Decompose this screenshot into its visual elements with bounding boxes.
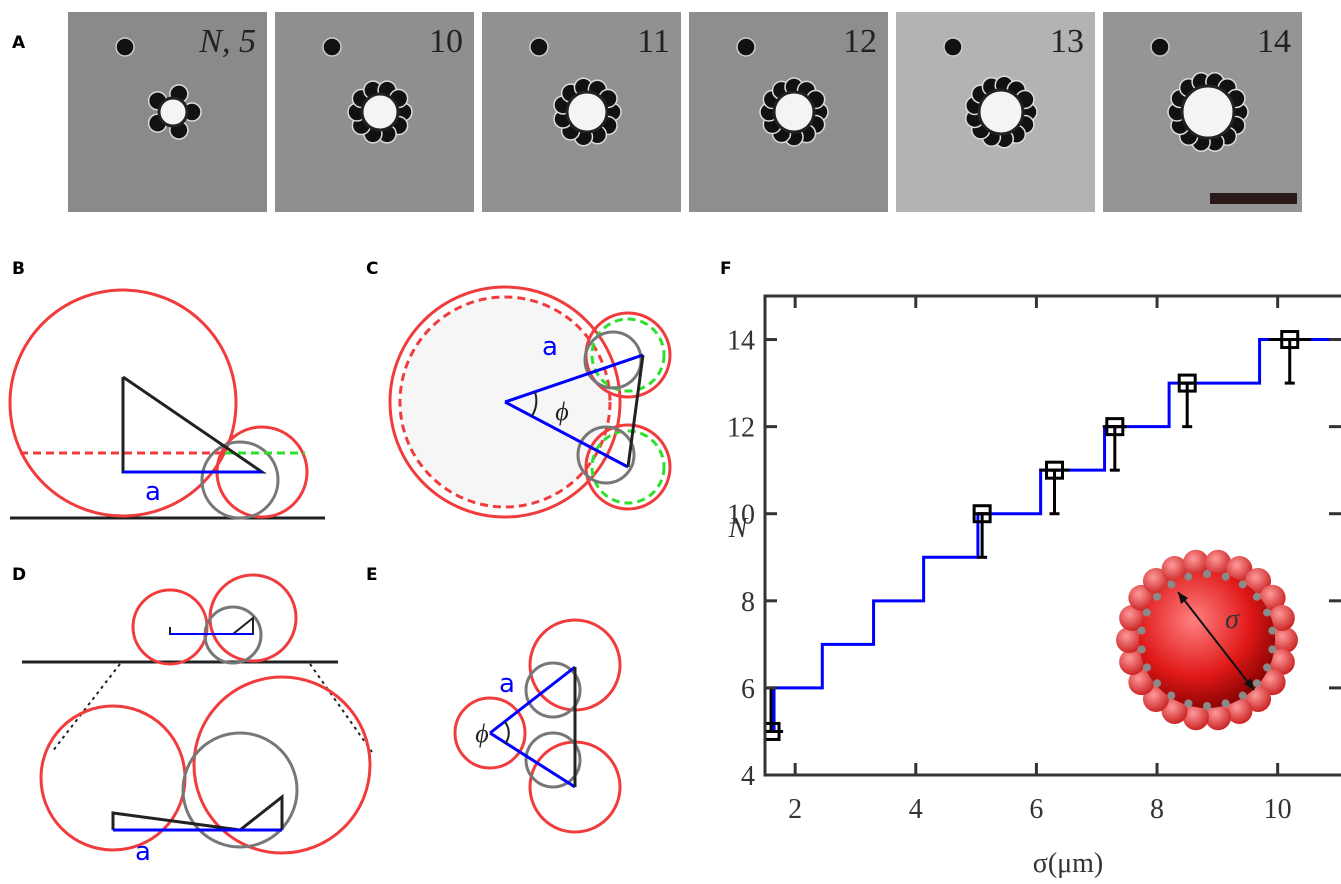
micrograph-label: 12 bbox=[843, 23, 877, 60]
scale-bar bbox=[1210, 193, 1297, 204]
y-tick-label: 8 bbox=[741, 587, 755, 618]
inset-label: σ bbox=[1225, 604, 1240, 635]
bead bbox=[1203, 702, 1211, 710]
x-axis-label: σ(μm) bbox=[1033, 848, 1104, 879]
bead bbox=[1203, 570, 1211, 578]
bead bbox=[1143, 609, 1151, 617]
bead bbox=[1153, 679, 1161, 687]
big-sphere bbox=[1139, 572, 1275, 708]
micrograph: 11 bbox=[482, 12, 681, 212]
label-a: a bbox=[542, 332, 558, 362]
y-axis-label: N bbox=[728, 513, 749, 544]
bead bbox=[1167, 580, 1175, 588]
bead bbox=[1263, 663, 1271, 671]
x-tick-label: 10 bbox=[1264, 794, 1292, 825]
panel-label: D bbox=[12, 565, 26, 585]
bead bbox=[1167, 692, 1175, 700]
micrograph-label: 13 bbox=[1050, 23, 1084, 60]
y-tick-label: 4 bbox=[741, 761, 755, 792]
bead bbox=[1184, 573, 1192, 581]
diagram-c bbox=[390, 287, 670, 517]
droplet bbox=[567, 92, 607, 132]
particle bbox=[323, 38, 341, 56]
bead bbox=[1138, 627, 1146, 635]
micrograph: 13 bbox=[896, 12, 1095, 212]
micrograph-label: 14 bbox=[1257, 23, 1291, 60]
label-a: a bbox=[145, 477, 161, 507]
y-tick-label: 6 bbox=[741, 674, 755, 705]
bead bbox=[1222, 573, 1230, 581]
particle bbox=[944, 38, 962, 56]
bead bbox=[1253, 679, 1261, 687]
diagram-b bbox=[10, 290, 325, 518]
diagram-d bbox=[22, 575, 372, 853]
x-tick-label: 6 bbox=[1029, 794, 1043, 825]
panel-label: F bbox=[720, 259, 732, 279]
droplet bbox=[362, 94, 398, 130]
bead bbox=[1268, 645, 1276, 653]
y-tick-label: 12 bbox=[727, 413, 755, 444]
x-tick-label: 8 bbox=[1150, 794, 1164, 825]
particle bbox=[530, 38, 548, 56]
x-tick-label: 4 bbox=[909, 794, 923, 825]
bead bbox=[1253, 593, 1261, 601]
bead bbox=[1184, 699, 1192, 707]
label-a: a bbox=[499, 669, 515, 699]
bead bbox=[1263, 609, 1271, 617]
droplet bbox=[159, 98, 187, 126]
micrograph: N, 5 bbox=[68, 12, 267, 212]
label-phi: ϕ bbox=[555, 397, 568, 426]
panel-label: B bbox=[12, 259, 25, 279]
particle bbox=[737, 38, 755, 56]
panel-label: E bbox=[366, 565, 378, 585]
micrograph-label: N, 5 bbox=[198, 23, 256, 60]
bead bbox=[1239, 580, 1247, 588]
droplet bbox=[774, 92, 814, 132]
figure: N, 5 10 11 12 13 14 a a ϕ a a ϕ A B C D E F 4 6 8 10 1… bbox=[0, 0, 1341, 884]
micrograph-label: 10 bbox=[429, 23, 463, 60]
panel-label: A bbox=[12, 33, 26, 53]
bead bbox=[1239, 692, 1247, 700]
bead bbox=[1138, 645, 1146, 653]
label-a: a bbox=[135, 837, 151, 867]
micrograph: 10 bbox=[275, 12, 474, 212]
panel-label: C bbox=[366, 259, 378, 279]
bead bbox=[1153, 593, 1161, 601]
y-tick-label: 14 bbox=[727, 326, 755, 357]
droplet bbox=[1182, 86, 1234, 138]
bead bbox=[1143, 663, 1151, 671]
x-tick-label: 2 bbox=[788, 794, 802, 825]
particle bbox=[116, 38, 134, 56]
micrograph-label: 11 bbox=[637, 23, 670, 60]
inset: σ bbox=[1116, 550, 1298, 730]
micrographs: N, 5 10 11 12 13 14 bbox=[68, 12, 1302, 212]
label-phi: ϕ bbox=[475, 719, 488, 748]
bead bbox=[1268, 627, 1276, 635]
droplet bbox=[979, 90, 1023, 134]
bead bbox=[1222, 699, 1230, 707]
micrograph: 14 bbox=[1103, 12, 1302, 212]
particle bbox=[1151, 38, 1169, 56]
micrograph: 12 bbox=[689, 12, 888, 212]
